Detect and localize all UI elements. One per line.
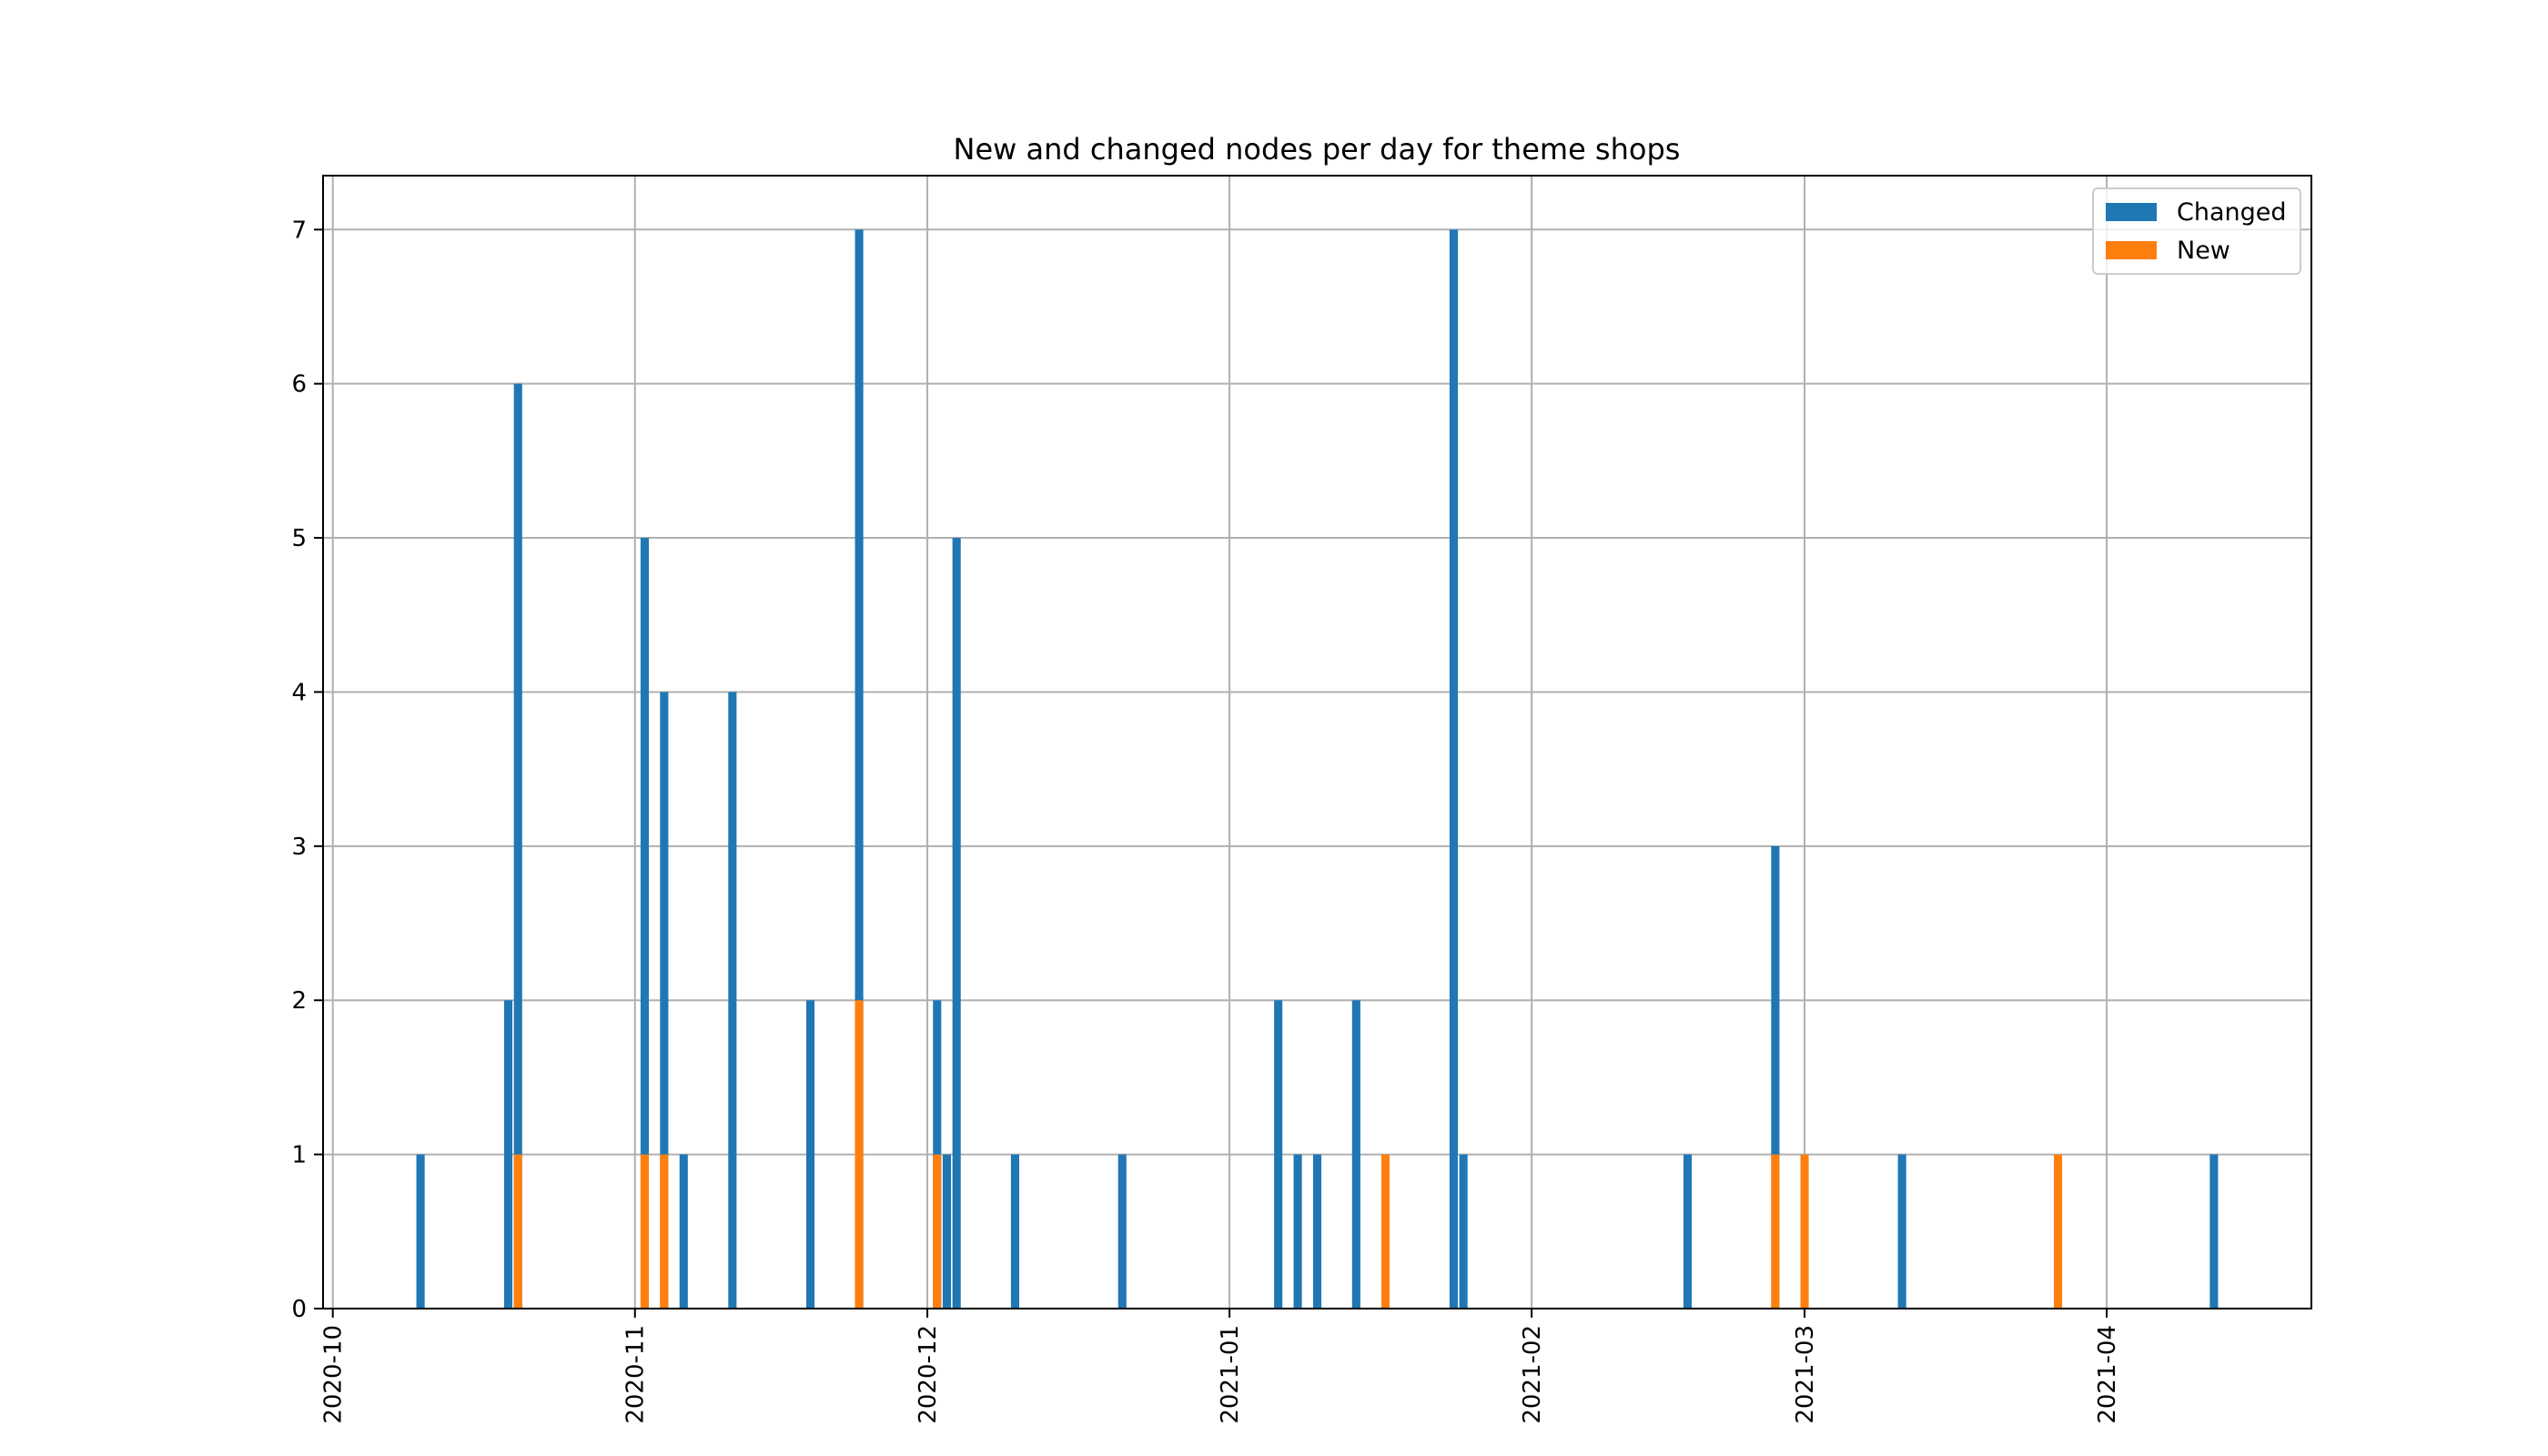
bar-changed (1459, 1154, 1468, 1309)
bar-changed (854, 229, 864, 1309)
bar-changed (513, 383, 522, 1309)
y-tick-label: 4 (291, 679, 307, 706)
bar-changed (679, 1154, 688, 1309)
y-tick-label: 7 (291, 217, 307, 244)
bar-changed (1293, 1154, 1302, 1309)
x-tick-label: 2020-12 (915, 1325, 942, 1424)
x-tick-label: 2021-02 (1519, 1325, 1546, 1424)
bar-changed (1449, 229, 1459, 1309)
bar-changed (1312, 1154, 1322, 1309)
y-tick-label: 6 (291, 371, 307, 399)
y-tick-label: 2 (291, 987, 307, 1015)
x-tick-label: 2021-01 (1217, 1325, 1244, 1424)
legend-swatch (2106, 203, 2157, 221)
bar-changed (416, 1154, 425, 1309)
bar-changed (1771, 845, 1780, 1309)
x-tick-label: 2020-10 (320, 1325, 348, 1424)
bar-new (660, 1154, 669, 1309)
legend-label: Changed (2177, 198, 2287, 227)
x-tick-label: 2021-03 (1792, 1325, 1819, 1424)
bar-changed (1897, 1154, 1906, 1309)
x-tick-label: 2020-11 (622, 1325, 650, 1424)
bar-changed (1010, 1154, 1020, 1309)
plot-area-frame (322, 175, 2312, 1309)
bar-changed (660, 692, 669, 1309)
y-tick-label: 0 (291, 1296, 307, 1323)
bar-new (640, 1154, 650, 1309)
bar-changed (2209, 1154, 2219, 1309)
bar-changed (1351, 1000, 1360, 1309)
bar-changed (1683, 1154, 1693, 1309)
bar-new (1380, 1154, 1390, 1309)
y-tick-label: 3 (291, 834, 307, 861)
y-tick-label: 5 (291, 525, 307, 552)
bar-changed (503, 1000, 513, 1309)
y-tick-label: 1 (291, 1142, 307, 1169)
legend-label: New (2177, 237, 2230, 265)
bars (416, 229, 2219, 1309)
x-tick-label: 2021-04 (2094, 1325, 2121, 1424)
legend-swatch (2106, 241, 2157, 259)
bar-new (1800, 1154, 1809, 1309)
bar-changed (1117, 1154, 1127, 1309)
axis-ticks: 0 1 2 3 4 5 6 7 2020-10 2020-11 2020-12 2021-01 2021… (291, 217, 2121, 1423)
chart-title: New and changed nodes per day for theme … (954, 132, 1681, 167)
bar-new (1771, 1154, 1780, 1309)
bar-changed (952, 538, 961, 1309)
bar-changed (728, 692, 737, 1309)
bar-changed (805, 1000, 815, 1309)
bar-changed (1274, 1000, 1283, 1309)
bar-new (2053, 1154, 2063, 1309)
bar-new (933, 1154, 942, 1309)
legend: Changed New (2092, 187, 2301, 275)
bar-changed (942, 1154, 952, 1309)
bar-changed (640, 538, 650, 1309)
bar-new (854, 1000, 864, 1309)
bar-new (513, 1154, 522, 1309)
